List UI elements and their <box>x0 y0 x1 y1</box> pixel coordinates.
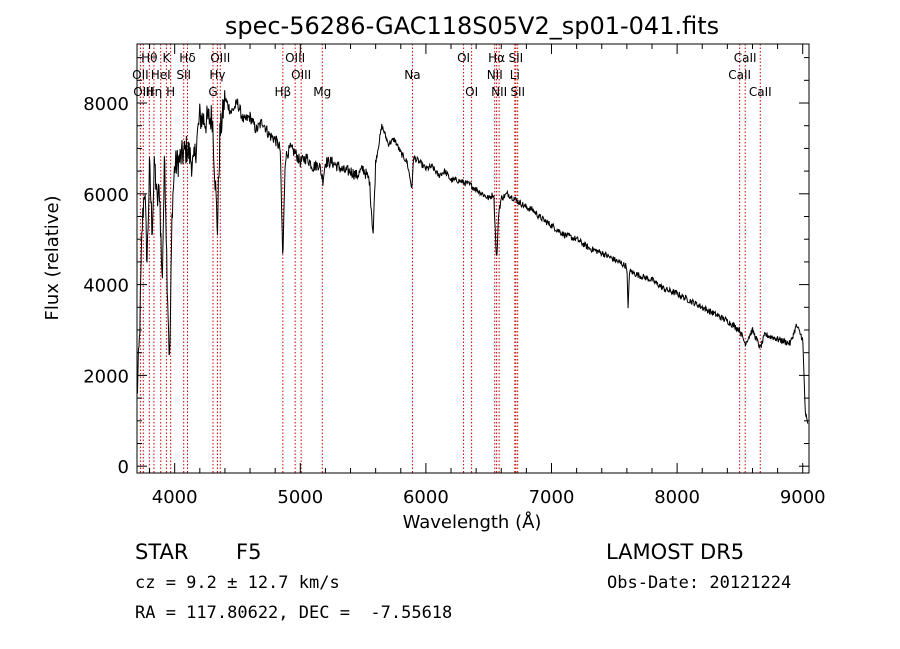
line-marker-label-0: Hθ <box>141 51 157 65</box>
line-marker-label-17: OI <box>457 51 470 65</box>
line-marker-label-3: Hη <box>146 85 163 99</box>
x-tick-label-2: 6000 <box>403 487 449 508</box>
x-tick-label-1: 5000 <box>277 487 323 508</box>
line-marker-label-9: OIII <box>210 51 230 65</box>
y-tick-label-0: 0 <box>118 457 129 478</box>
line-marker-label-13: OIII <box>285 51 305 65</box>
y-tick-label-1: 2000 <box>83 366 129 387</box>
line-marker-label-6: H <box>166 85 175 99</box>
line-marker-label-14: OIII <box>291 68 311 82</box>
line-marker-label-16: Na <box>404 68 420 82</box>
line-marker-label-10: Hγ <box>209 68 225 82</box>
object-subclass: F5 <box>236 540 262 564</box>
line-marker-label-19: Hα <box>488 51 505 65</box>
spectral-line-markers <box>139 44 761 473</box>
y-axis: 0 2000 4000 6000 8000 <box>83 57 809 478</box>
y-tick-label-2: 4000 <box>83 276 129 297</box>
line-marker-label-21: NII <box>491 85 507 99</box>
x-axis: 4000 5000 6000 7000 8000 9000 <box>149 44 826 508</box>
line-marker-label-11: G <box>208 85 217 99</box>
survey-name: LAMOST DR5 <box>606 540 745 564</box>
x-tick-label-5: 9000 <box>780 487 826 508</box>
line-marker-label-22: SII <box>508 51 523 65</box>
line-marker-label-25: CaII <box>734 51 757 65</box>
line-marker-label-20: NII <box>487 68 503 82</box>
line-marker-label-2: OIII <box>133 85 153 99</box>
line-marker-label-27: CaII <box>749 85 772 99</box>
line-marker-label-1: OII <box>132 68 149 82</box>
chart-title: spec-56286-GAC118S05V2_sp01-041.fits <box>225 12 719 40</box>
x-tick-label-4: 8000 <box>654 487 700 508</box>
y-axis-label: Flux (relative) <box>42 195 63 320</box>
spectrum-line <box>136 90 809 424</box>
y-tick-label-3: 6000 <box>83 185 129 206</box>
observation-date: Obs-Date: 20121224 <box>607 573 792 593</box>
line-marker-label-23: Li <box>510 68 520 82</box>
x-tick-label-3: 7000 <box>529 487 575 508</box>
plot-frame <box>136 43 810 474</box>
x-axis-label: Wavelength (Å) <box>403 511 542 533</box>
line-marker-label-18: OI <box>465 85 478 99</box>
redshift-velocity: cz = 9.2 ± 12.7 km/s <box>135 573 340 593</box>
spectrum-series <box>136 90 809 424</box>
coordinates: RA = 117.80622, DEC = -7.55618 <box>135 603 453 623</box>
line-marker-label-4: HeI <box>151 68 171 82</box>
line-marker-label-26: CaII <box>728 68 751 82</box>
line-marker-label-7: Hδ <box>179 51 195 65</box>
object-class: STAR <box>135 540 189 564</box>
y-tick-label-4: 8000 <box>83 94 129 115</box>
line-marker-label-15: Mg <box>313 85 331 99</box>
line-marker-label-24: SII <box>510 85 525 99</box>
line-marker-label-12: Hβ <box>274 85 291 99</box>
line-marker-label-8: SII <box>176 68 191 82</box>
x-tick-label-0: 4000 <box>152 487 198 508</box>
line-marker-label-5: K <box>162 51 171 65</box>
